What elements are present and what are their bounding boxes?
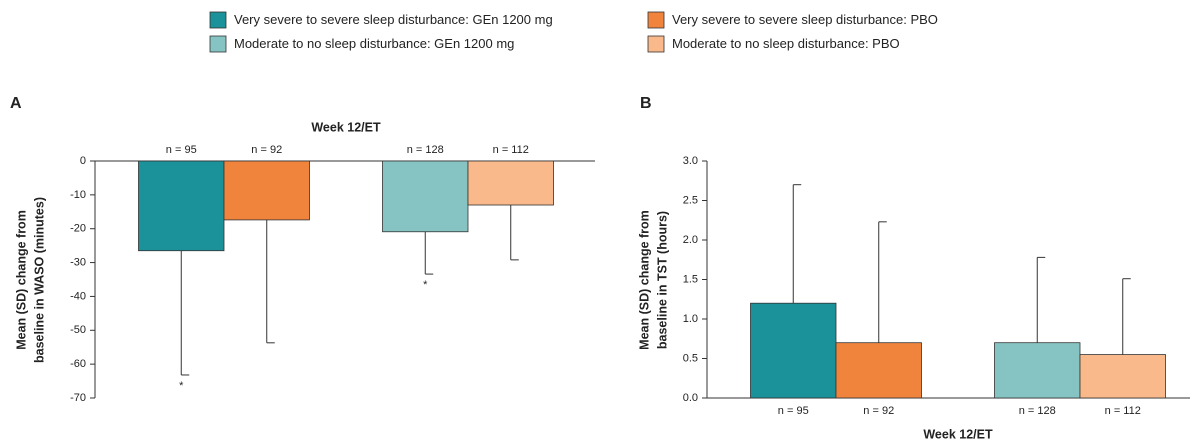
n-label: n = 95 <box>778 405 809 417</box>
bar <box>994 342 1081 399</box>
legend-label: Moderate to no sleep disturbance: PBO <box>672 36 900 51</box>
y-axis-label: baseline in WASO (minutes) <box>32 197 46 363</box>
y-tick-label: 3.0 <box>683 155 698 167</box>
significance-mark: * <box>179 380 184 392</box>
n-label: n = 92 <box>863 405 894 417</box>
bar <box>750 302 837 399</box>
n-label: n = 128 <box>1019 405 1056 417</box>
panel-letter: B <box>640 95 652 112</box>
y-tick-label: -60 <box>70 358 86 370</box>
y-tick-label: -50 <box>70 324 86 336</box>
y-tick-label: -40 <box>70 290 86 302</box>
y-axis-label: Mean (SD) change from <box>14 210 28 350</box>
legend-label: Very severe to severe sleep disturbance:… <box>672 12 938 27</box>
n-label: n = 112 <box>1105 405 1141 417</box>
y-axis-label: baseline in TST (hours) <box>655 211 669 349</box>
n-label: n = 112 <box>493 144 529 156</box>
legend-label: Moderate to no sleep disturbance: GEn 12… <box>234 36 514 51</box>
panel-letter: A <box>10 95 22 112</box>
bar <box>223 160 310 221</box>
legend-label: Very severe to severe sleep disturbance:… <box>234 12 553 27</box>
n-label: n = 92 <box>251 144 282 156</box>
legend-swatch <box>209 35 227 53</box>
legend-swatch <box>647 35 665 53</box>
legend-swatch <box>209 11 227 29</box>
chart-title: Week 12/ET <box>923 427 993 441</box>
bar <box>138 160 225 252</box>
y-tick-label: 1.0 <box>683 313 698 325</box>
bar <box>382 160 469 233</box>
y-tick-label: -10 <box>70 189 86 201</box>
y-axis-label: Mean (SD) change from <box>637 210 651 350</box>
bar <box>1079 354 1166 399</box>
y-tick-label: 2.5 <box>683 194 698 206</box>
y-tick-label: 1.5 <box>683 273 698 285</box>
legend-swatch <box>647 11 665 29</box>
y-tick-label: 0 <box>80 155 86 167</box>
y-tick-label: 0.5 <box>683 352 698 364</box>
n-label: n = 95 <box>166 144 197 156</box>
y-tick-label: 2.0 <box>683 234 698 246</box>
chart-title: Week 12/ET <box>311 120 381 134</box>
bar <box>835 342 922 399</box>
bar <box>467 160 554 206</box>
n-label: n = 128 <box>407 144 444 156</box>
y-tick-label: 0.0 <box>683 392 698 404</box>
y-tick-label: -70 <box>70 392 86 404</box>
significance-mark: * <box>423 279 428 291</box>
y-tick-label: -20 <box>70 223 86 235</box>
y-tick-label: -30 <box>70 256 86 268</box>
